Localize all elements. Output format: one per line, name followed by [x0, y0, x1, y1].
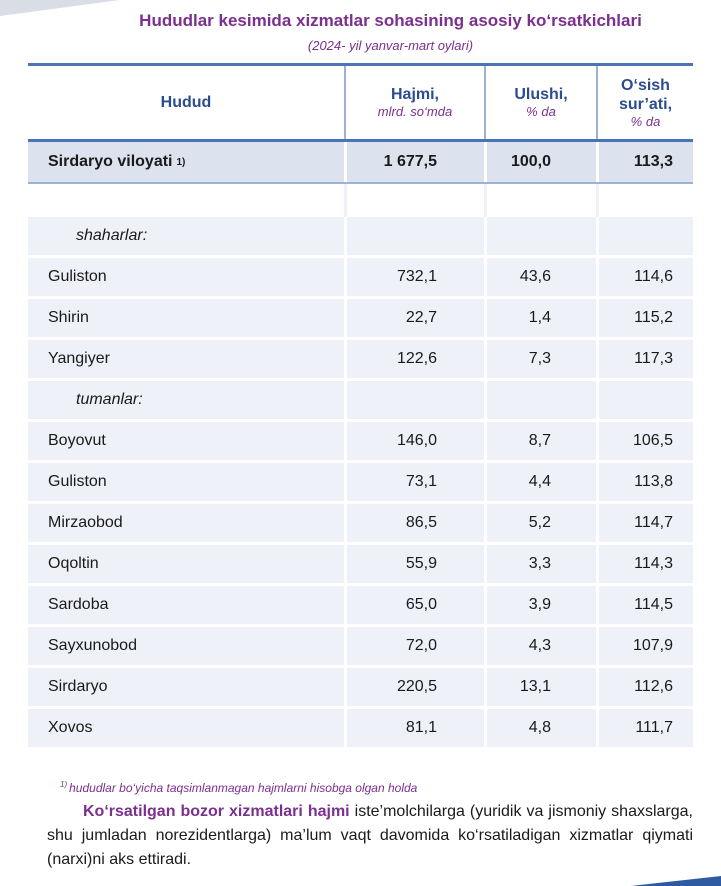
region-name: Yangiyer — [28, 340, 344, 378]
table-row: Sardoba 65,0 3,9 114,5 — [28, 586, 693, 624]
volume-value: 73,1 — [344, 463, 484, 501]
region-name: Guliston — [28, 463, 344, 501]
growth-value: 115,2 — [596, 299, 693, 337]
share-value: 5,2 — [484, 504, 596, 542]
header-region: Hudud — [160, 94, 212, 111]
share-value: 13,1 — [484, 668, 596, 706]
growth-value: 117,3 — [596, 340, 693, 378]
region-name: Shirin — [28, 299, 344, 337]
table-row: Shirin 22,7 1,4 115,2 — [28, 299, 693, 337]
header-growth-unit: % da — [630, 113, 661, 129]
table-row: Sirdaryo 220,5 13,1 112,6 — [28, 668, 693, 706]
volume-value: 22,7 — [344, 299, 484, 337]
table-header: Hudud Hajmi, mlrd. so‘mda Ulushi, % da O… — [28, 63, 693, 142]
table-row: Guliston 732,1 43,6 114,6 — [28, 258, 693, 296]
header-growth: O‘sish sur’ati, % da — [596, 66, 693, 139]
total-row: Sirdaryo viloyati 1) 1 677,5 100,0 113,3 — [28, 142, 693, 184]
region-name: Boyovut — [28, 422, 344, 460]
table-row: Oqoltin 55,9 3,3 114,3 — [28, 545, 693, 583]
share-value: 4,3 — [484, 627, 596, 665]
group-label: shaharlar: — [28, 217, 344, 255]
share-value: 4,4 — [484, 463, 596, 501]
group-label: tumanlar: — [28, 381, 344, 419]
indicators-table: Hudud Hajmi, mlrd. so‘mda Ulushi, % da O… — [28, 63, 693, 750]
table-row: Xovos 81,1 4,8 111,7 — [28, 709, 693, 747]
volume-value: 122,6 — [344, 340, 484, 378]
volume-value: 72,0 — [344, 627, 484, 665]
table-row: Sayxunobod 72,0 4,3 107,9 — [28, 627, 693, 665]
volume-value: 146,0 — [344, 422, 484, 460]
growth-value: 114,7 — [596, 504, 693, 542]
growth-value: 114,3 — [596, 545, 693, 583]
region-name: Sayxunobod — [28, 627, 344, 665]
table-row: Mirzaobod 86,5 5,2 114,7 — [28, 504, 693, 542]
volume-value: 65,0 — [344, 586, 484, 624]
share-value: 3,3 — [484, 545, 596, 583]
share-value: 8,7 — [484, 422, 596, 460]
header-share: Ulushi, % da — [484, 66, 596, 139]
total-share: 100,0 — [484, 142, 596, 182]
header-volume: Hajmi, mlrd. so‘mda — [344, 66, 484, 139]
growth-value: 106,5 — [596, 422, 693, 460]
table-row: Yangiyer 122,6 7,3 117,3 — [28, 340, 693, 378]
share-value: 4,8 — [484, 709, 596, 747]
volume-value: 81,1 — [344, 709, 484, 747]
volume-value: 55,9 — [344, 545, 484, 583]
total-volume: 1 677,5 — [344, 142, 484, 182]
growth-value: 113,8 — [596, 463, 693, 501]
footnote-marker: 1) — [176, 156, 186, 168]
growth-value: 114,5 — [596, 586, 693, 624]
region-name: Oqoltin — [28, 545, 344, 583]
header-share-unit: % da — [526, 104, 556, 119]
definition-text: iste’molchilarga (yuridik va jismoniy sh… — [47, 803, 694, 868]
table-row: Guliston 73,1 4,4 113,8 — [28, 463, 693, 501]
group-row-cities: shaharlar: — [28, 217, 693, 255]
share-value: 1,4 — [484, 299, 596, 337]
volume-value: 732,1 — [344, 258, 484, 296]
spacer-row — [28, 184, 693, 217]
footnote: 1) hududlar bo‘yicha taqsimlanmagan hajml… — [60, 780, 418, 795]
volume-value: 220,5 — [344, 668, 484, 706]
corner-decoration-bottom — [631, 876, 721, 886]
region-name: Xovos — [28, 709, 344, 747]
share-value: 7,3 — [484, 340, 596, 378]
definition-term: Ko‘rsatilgan bozor xizmatlari hajmi — [83, 803, 350, 820]
region-name: Sardoba — [28, 586, 344, 624]
growth-value: 111,7 — [596, 709, 693, 747]
definition-paragraph: Ko‘rsatilgan bozor xizmatlari hajmi iste… — [47, 800, 693, 872]
volume-value: 86,5 — [344, 504, 484, 542]
region-name: Sirdaryo — [28, 668, 344, 706]
total-growth: 113,3 — [596, 142, 693, 182]
growth-value: 112,6 — [596, 668, 693, 706]
total-name: Sirdaryo viloyati 1) — [28, 142, 344, 182]
table-row: Boyovut 146,0 8,7 106,5 — [28, 422, 693, 460]
header-volume-unit: mlrd. so‘mda — [377, 104, 453, 119]
share-value: 3,9 — [484, 586, 596, 624]
corner-decoration-top — [0, 0, 120, 16]
region-name: Mirzaobod — [28, 504, 344, 542]
growth-value: 107,9 — [596, 627, 693, 665]
growth-value: 114,6 — [596, 258, 693, 296]
group-row-districts: tumanlar: — [28, 381, 693, 419]
page-title: Hududlar kesimida xizmatlar sohasining a… — [139, 11, 642, 30]
region-name: Guliston — [28, 258, 344, 296]
share-value: 43,6 — [484, 258, 596, 296]
page-subtitle: (2024- yil yanvar-mart oylari) — [307, 38, 474, 53]
